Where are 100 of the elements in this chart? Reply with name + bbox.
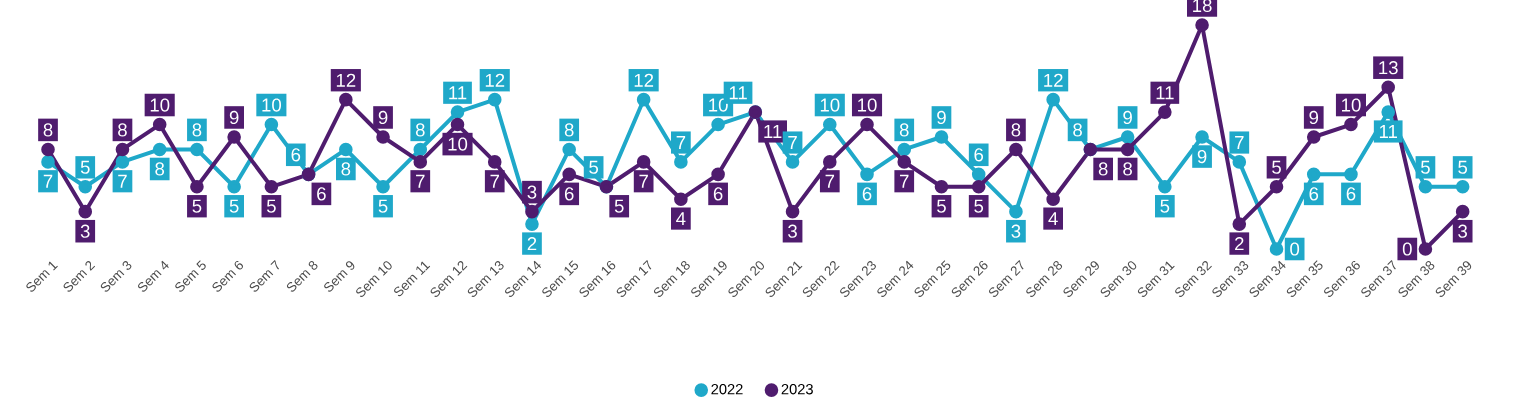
data-label: 8: [118, 123, 127, 137]
x-tick-label: Sem 18: [653, 261, 690, 297]
data-label: 12: [634, 73, 654, 87]
data-label: 5: [192, 199, 202, 213]
data-label: 10: [858, 98, 877, 112]
data-label: 9: [1123, 110, 1132, 125]
data-label: 6: [317, 187, 326, 201]
x-tick-label: Sem 25: [914, 260, 951, 297]
data-label: 8: [564, 123, 574, 137]
data-label: 5: [229, 199, 239, 213]
x-tick-label: Sem 37: [1361, 260, 1396, 297]
data-label: 13: [1379, 61, 1398, 75]
data-label: 5: [937, 199, 946, 213]
data-label: 9: [1197, 149, 1207, 164]
x-tick-label: Sem 32: [1175, 261, 1212, 297]
data-label: 6: [974, 148, 984, 162]
data-label: 6: [564, 187, 574, 201]
x-tick-label: Sem 21: [765, 261, 803, 297]
data-label: 7: [900, 174, 909, 188]
data-label: 10: [262, 98, 282, 112]
data-label: 8: [1073, 123, 1082, 137]
data-label: 8: [1011, 123, 1021, 137]
x-tick-label: Sem 22: [802, 261, 840, 297]
data-label: 11: [729, 86, 747, 100]
data-label: 7: [490, 174, 499, 188]
data-label: 6: [862, 187, 872, 201]
x-tick-label: Sem 2: [63, 261, 96, 292]
data-label: 5: [80, 160, 90, 174]
x-tick-label: Sem 8: [286, 261, 318, 292]
x-tick-label: Sem 27: [988, 260, 1024, 297]
data-label: 9: [1309, 110, 1319, 125]
data-label: 3: [1011, 224, 1021, 238]
data-label: 5: [589, 160, 599, 174]
x-tick-label: Sem 3: [100, 261, 132, 292]
data-label: 10: [1342, 98, 1361, 112]
x-tick-label: Sem 14: [505, 260, 542, 297]
data-label: 6: [1346, 187, 1356, 201]
x-tick-label: Sem 6: [212, 260, 244, 292]
data-label: 11: [1156, 86, 1174, 100]
x-tick-label: Sem 4: [137, 260, 169, 292]
data-label: 6: [291, 148, 301, 162]
data-label: 8: [155, 162, 165, 176]
data-label: 8: [341, 162, 351, 176]
data-label: 12: [336, 73, 356, 87]
data-label: 10: [448, 137, 468, 151]
data-label: 6: [1309, 187, 1319, 201]
x-tick-label: Sem 1: [26, 261, 58, 292]
data-label: 3: [527, 185, 537, 199]
x-tick-label: Sem 33: [1212, 261, 1249, 297]
data-label: 4: [676, 212, 686, 225]
legend-label: 2023: [781, 384, 813, 395]
data-label: 5: [614, 199, 624, 213]
data-label: 9: [229, 110, 239, 125]
data-label: 0: [1290, 242, 1300, 256]
x-tick-label: Sem 36: [1324, 260, 1360, 297]
data-label: 8: [899, 123, 909, 137]
data-label: 0: [1402, 242, 1412, 256]
data-label: 8: [415, 123, 425, 137]
data-label: 7: [118, 174, 127, 188]
data-label: 3: [80, 224, 90, 238]
x-tick-label: Sem 31: [1137, 261, 1175, 297]
data-label: 7: [1235, 136, 1244, 149]
x-tick-label: Sem 29: [1063, 261, 1099, 297]
x-tick-label: Sem 23: [840, 261, 876, 297]
data-label: 7: [676, 136, 686, 149]
data-label: 5: [1160, 199, 1170, 213]
x-tick-label: Sem 39: [1435, 261, 1472, 297]
x-tick-label: Sem 35: [1286, 260, 1323, 297]
x-tick-label: Sem 5: [175, 260, 206, 292]
data-label: 11: [1379, 125, 1397, 138]
data-label: 7: [43, 174, 53, 188]
data-label: 2: [527, 237, 537, 251]
x-tick-label: Sem 10: [356, 261, 392, 297]
data-label: 3: [1458, 224, 1468, 238]
x-tick-label: Sem 34: [1249, 260, 1286, 297]
data-label: 7: [788, 136, 797, 149]
data-label: 8: [43, 123, 53, 137]
x-tick-label: Sem 9: [324, 261, 355, 292]
data-label: 10: [150, 98, 170, 112]
legend-label: 2022: [711, 384, 743, 395]
data-label: 9: [937, 110, 946, 125]
data-label: 5: [1420, 160, 1430, 174]
x-tick-label: Sem 26: [951, 260, 988, 297]
data-label: 5: [1458, 160, 1468, 174]
data-label: 8: [1123, 162, 1132, 176]
x-tick-label: Sem 19: [691, 261, 727, 297]
data-label: 6: [713, 187, 723, 201]
data-label: 5: [974, 199, 984, 213]
x-tick-label: Sem 7: [249, 260, 280, 292]
data-label: 5: [1272, 160, 1281, 174]
data-label: 7: [416, 174, 425, 188]
x-tick-label: Sem 30: [1100, 261, 1137, 297]
data-label: 5: [266, 199, 276, 213]
data-label: 12: [485, 73, 505, 87]
x-tick-label: Sem 16: [579, 260, 616, 297]
data-label: 8: [1098, 162, 1108, 176]
x-tick-label: Sem 38: [1398, 261, 1435, 297]
data-label: 5: [378, 199, 388, 213]
data-label: 12: [1044, 73, 1063, 87]
data-label: 8: [192, 123, 202, 137]
